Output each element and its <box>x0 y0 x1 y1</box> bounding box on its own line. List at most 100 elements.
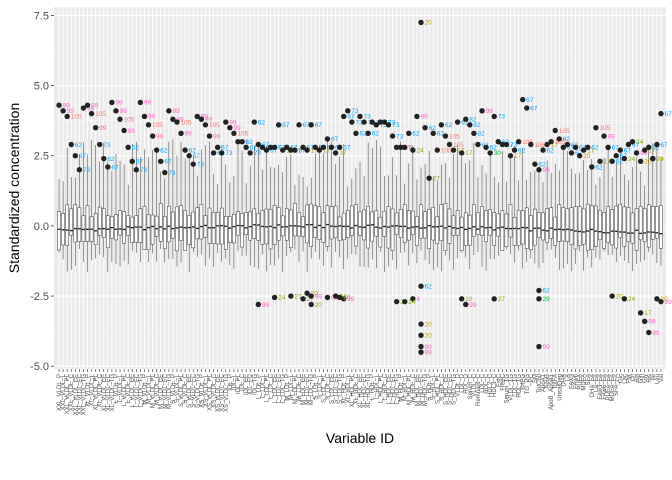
x-tick-label: M_VLDL_C <box>155 373 161 405</box>
outlier-point <box>654 141 660 148</box>
box-SFA <box>585 169 590 258</box>
x-tick-label: FAw6 <box>574 373 580 389</box>
x-tick-label: M_HDL_CE <box>415 374 421 406</box>
box-IDL_L <box>232 175 236 269</box>
outlier-label: 62 <box>132 145 140 152</box>
outlier-point <box>438 122 445 128</box>
x-tick-label: L_LDL_L <box>260 373 266 398</box>
outlier-label: 67 <box>347 114 355 121</box>
box-body <box>407 210 411 241</box>
outlier-label: 20 <box>616 293 624 300</box>
outlier-point <box>296 122 302 128</box>
box-S_VLDL_CE <box>187 154 191 273</box>
outlier-point <box>153 147 160 153</box>
outlier-label: 67 <box>624 147 632 154</box>
outlier-point <box>223 119 229 125</box>
box-M_HDL_FC <box>419 167 423 251</box>
outlier-point <box>519 96 526 103</box>
outlier-point <box>536 343 542 350</box>
outlier-point <box>658 110 664 117</box>
x-tick-label: XL_HDL_PL <box>350 373 356 407</box>
outlier-label: 105 <box>124 117 135 124</box>
box-LDL_C <box>480 165 484 267</box>
outlier-point <box>418 19 424 26</box>
outlier-label: 20 <box>583 153 591 160</box>
outlier-point <box>56 102 62 108</box>
x-tick-label: Remnant_C <box>476 373 482 406</box>
box-SM <box>533 170 537 264</box>
box-body <box>634 208 639 251</box>
outlier-point <box>145 122 152 128</box>
outlier-point <box>560 144 567 151</box>
x-tick-label: FAw3 <box>569 373 575 389</box>
x-tick-label: DHA <box>561 374 567 387</box>
outlier-point <box>60 108 66 114</box>
outlier-point <box>369 119 375 125</box>
box-body <box>378 216 383 248</box>
x-tick-label: M_VLDL_TG <box>167 374 173 409</box>
x-tick-label: M_VLDL_L <box>147 373 153 404</box>
outlier-label: 99 <box>144 100 152 107</box>
box-L_VLDL_PL <box>122 164 126 262</box>
box-body <box>175 206 179 252</box>
outlier-label: 99 <box>172 108 180 115</box>
box-body <box>252 208 257 239</box>
x-tick-label: L_LDL_P <box>256 374 262 399</box>
outlier-label: 73 <box>168 170 176 177</box>
box-XXL_VLDL_C <box>69 177 74 270</box>
box-MUFA <box>581 159 586 271</box>
outlier-point <box>397 144 404 151</box>
outlier-point <box>532 161 538 167</box>
box-body <box>459 216 464 251</box>
box-M_HDL_TG <box>423 163 427 261</box>
box-S_HDL_TG <box>451 154 456 270</box>
outlier-point <box>194 113 201 120</box>
outlier-label: 67 <box>111 164 119 171</box>
outlier-point <box>341 296 347 302</box>
box-body <box>476 212 480 235</box>
x-tick-label: TG_PG <box>525 374 531 395</box>
outlier-point <box>271 294 278 301</box>
x-tick-label: PUFA_FA <box>606 374 612 400</box>
outlier-point <box>125 144 131 151</box>
box-body <box>415 216 419 246</box>
box-XL_HDL_C <box>354 168 358 255</box>
outlier-point <box>418 321 424 327</box>
outlier-label: 24 <box>278 295 286 302</box>
x-tick-label: L_HDL_CE <box>386 374 392 404</box>
box-body <box>484 210 488 243</box>
box-body <box>158 203 163 242</box>
box-S_HDL_L <box>431 176 436 271</box>
outlier-label: 62 <box>652 145 660 152</box>
x-tick-label: LDL_TG <box>513 374 519 397</box>
box-XS_VLDL_P <box>199 149 204 255</box>
box-FreeC <box>500 150 505 251</box>
box-body <box>492 212 497 246</box>
outlier-point <box>418 349 424 355</box>
y-axis: -5.0 -2.5 0.0 2.5 5.0 7.5 <box>30 10 54 373</box>
box-body <box>610 209 614 246</box>
box-body <box>419 204 423 239</box>
outlier-label: 99 <box>233 125 241 132</box>
box-body <box>622 206 627 247</box>
outlier-point <box>540 147 546 153</box>
box-ApoB <box>545 160 549 251</box>
outlier-point <box>300 296 306 302</box>
x-tick-label: L_LDL_CE <box>273 374 279 403</box>
outlier-label: 24 <box>416 147 424 154</box>
x-tick-label: LDL_D <box>460 373 466 392</box>
box-body <box>122 211 126 244</box>
x-tick-label: S_LDL_FC <box>334 373 340 403</box>
outlier-label: 62 <box>359 131 367 138</box>
outlier-label: 99 <box>241 139 249 146</box>
x-tick-label: TotCho <box>537 373 543 393</box>
outlier-label: 62 <box>75 142 83 149</box>
y-tick-label: 7.5 <box>34 10 49 22</box>
outlier-label: 67 <box>307 145 315 152</box>
outlier-label: 105 <box>453 142 464 149</box>
box-HDL_TG <box>516 180 521 251</box>
outlier-label: 99 <box>640 150 648 157</box>
outlier-label: 17 <box>404 145 412 152</box>
outlier-point <box>304 147 310 153</box>
boxes-layer <box>57 139 663 273</box>
